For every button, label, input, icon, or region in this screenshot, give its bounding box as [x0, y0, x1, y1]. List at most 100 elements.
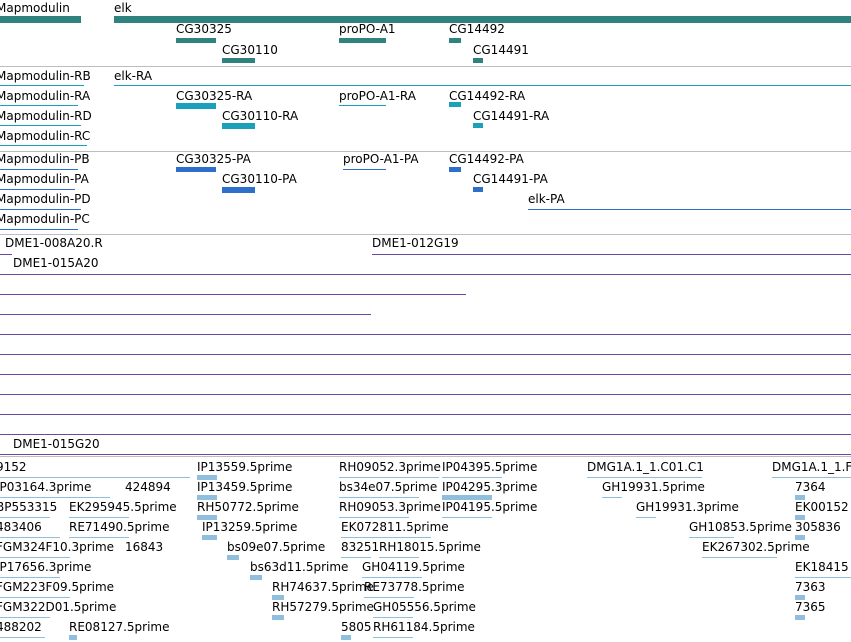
protein-label-cg14492-pa[interactable]: CG14492-PA	[449, 152, 524, 166]
est-alignment[interactable]	[0, 497, 110, 498]
transcript-elk-ra[interactable]	[114, 85, 851, 86]
clone-alignment-row[interactable]	[0, 334, 851, 335]
protein-label-cg30325-pa[interactable]: CG30325-PA	[176, 152, 251, 166]
protein-cg30325-pa[interactable]	[176, 167, 216, 172]
clone-label-dme1-012g19[interactable]: DME1-012G19	[372, 236, 459, 250]
gene-label-elk[interactable]: elk	[114, 1, 132, 15]
est-alignment[interactable]	[0, 577, 60, 578]
protein-mapmodulin-pd[interactable]	[0, 209, 81, 210]
est-alignment[interactable]	[0, 477, 190, 478]
transcript-mapmodulin-rd[interactable]	[0, 125, 81, 126]
protein-label-cg30110-pa[interactable]: CG30110-PA	[222, 172, 297, 186]
gene-label-cg14491[interactable]: CG14491	[473, 43, 529, 57]
gene-cg14491[interactable]	[473, 58, 483, 63]
transcript-cg14492-ra[interactable]	[449, 102, 461, 107]
protein-label-mapmodulin-pd[interactable]: Mapmodulin-PD	[0, 192, 91, 206]
est-alignment[interactable]	[772, 477, 851, 478]
est-alignment[interactable]	[379, 557, 419, 558]
est-block[interactable]	[202, 535, 217, 540]
est-label[interactable]: IP13459.5prime	[197, 480, 293, 494]
clone-dme1-015g20[interactable]	[0, 454, 851, 455]
clone-label-dme1-008a20-r[interactable]: DME1-008A20.R	[5, 236, 103, 250]
protein-propo-a1-pa[interactable]	[343, 169, 386, 170]
protein-cg14492-pa[interactable]	[449, 167, 461, 172]
est-label[interactable]: 305836	[795, 520, 841, 534]
est-label[interactable]: RH09053.3prime	[339, 500, 441, 514]
est-alignment[interactable]	[689, 537, 734, 538]
est-block[interactable]	[272, 595, 284, 600]
est-alignment[interactable]	[339, 477, 439, 478]
est-alignment[interactable]	[795, 577, 851, 578]
est-label[interactable]: bs34e07.5prime	[339, 480, 438, 494]
est-alignment[interactable]	[339, 517, 409, 518]
protein-label-propo-a1-pa[interactable]: proPO-A1-PA	[343, 152, 419, 166]
est-label[interactable]: RH57279.5prime	[272, 600, 374, 614]
gene-cg30110[interactable]	[222, 58, 255, 63]
gene-label-cg14492[interactable]: CG14492	[449, 22, 505, 36]
est-alignment[interactable]	[587, 477, 702, 478]
gene-mapmodulin[interactable]	[0, 16, 81, 23]
est-block[interactable]	[197, 515, 217, 520]
est-label[interactable]: DMG1A.1_1.C01.C1	[587, 460, 704, 474]
est-label[interactable]: DMG1A.1_1.F	[772, 460, 851, 474]
protein-label-mapmodulin-pb[interactable]: Mapmodulin-PB	[0, 152, 90, 166]
clone-alignment-row[interactable]	[0, 394, 851, 395]
transcript-mapmodulin-ra[interactable]	[0, 105, 78, 106]
est-block[interactable]	[795, 495, 805, 500]
est-alignment[interactable]	[0, 517, 50, 518]
est-block[interactable]	[795, 515, 805, 520]
est-label[interactable]: RH61184.5prime	[373, 620, 475, 634]
transcript-label-mapmodulin-rd[interactable]: Mapmodulin-RD	[0, 109, 92, 123]
est-block[interactable]	[197, 495, 217, 500]
est-label[interactable]: IP04295.3prime	[442, 480, 538, 494]
est-label[interactable]: bs09e07.5prime	[227, 540, 326, 554]
est-alignment[interactable]	[702, 557, 777, 558]
est-label[interactable]: 7365	[795, 600, 826, 614]
clone-alignment-row[interactable]	[0, 294, 466, 295]
est-alignment[interactable]	[0, 537, 60, 538]
est-label[interactable]: IP04395.5prime	[442, 460, 538, 474]
est-alignment[interactable]	[636, 517, 656, 518]
est-block[interactable]	[795, 615, 805, 620]
est-alignment[interactable]	[339, 497, 419, 498]
gene-label-mapmodulin[interactable]: Mapmodulin	[0, 1, 70, 15]
est-label[interactable]: 7364	[795, 480, 826, 494]
est-alignment[interactable]	[341, 537, 431, 538]
clone-alignment-row[interactable]	[0, 374, 851, 375]
gene-cg14492[interactable]	[449, 38, 461, 43]
protein-cg14491-pa[interactable]	[473, 187, 483, 192]
transcript-label-elk-ra[interactable]: elk-RA	[114, 69, 153, 83]
est-alignment[interactable]	[0, 557, 70, 558]
est-block[interactable]	[795, 595, 805, 600]
transcript-label-mapmodulin-rc[interactable]: Mapmodulin-RC	[0, 129, 91, 143]
est-alignment[interactable]	[0, 637, 45, 638]
est-label[interactable]: 488202	[0, 620, 42, 634]
transcript-label-cg14491-ra[interactable]: CG14491-RA	[473, 109, 550, 123]
gene-elk[interactable]	[114, 16, 851, 23]
est-label[interactable]: 83251	[341, 540, 380, 554]
est-label[interactable]: 7363	[795, 580, 826, 594]
transcript-propo-a1-ra[interactable]	[339, 105, 386, 106]
est-label[interactable]: GH19931.5prime	[602, 480, 705, 494]
transcript-mapmodulin-rb[interactable]	[0, 85, 84, 86]
est-label[interactable]: IP13259.5prime	[202, 520, 298, 534]
est-alignment[interactable]	[0, 617, 50, 618]
gene-label-cg30110[interactable]: CG30110	[222, 43, 278, 57]
est-alignment[interactable]	[69, 537, 129, 538]
protein-label-mapmodulin-pc[interactable]: Mapmodulin-PC	[0, 212, 90, 226]
est-alignment[interactable]	[602, 497, 622, 498]
transcript-label-cg30325-ra[interactable]: CG30325-RA	[176, 89, 253, 103]
protein-label-elk-pa[interactable]: elk-PA	[528, 192, 565, 206]
est-alignment[interactable]	[341, 557, 371, 558]
est-label[interactable]: EK00152	[795, 500, 849, 514]
est-block[interactable]	[197, 475, 217, 480]
est-label[interactable]: EK18415	[795, 560, 849, 574]
est-label[interactable]: IP13559.5prime	[197, 460, 293, 474]
protein-cg30110-pa[interactable]	[222, 187, 255, 193]
est-label[interactable]: GH04119.5prime	[362, 560, 465, 574]
est-label[interactable]: RE71490.5prime	[69, 520, 170, 534]
est-label[interactable]: FGM223F09.5prime	[0, 580, 115, 594]
est-alignment[interactable]	[69, 517, 129, 518]
transcript-label-propo-a1-ra[interactable]: proPO-A1-RA	[339, 89, 416, 103]
transcript-cg30325-ra[interactable]	[176, 103, 216, 109]
